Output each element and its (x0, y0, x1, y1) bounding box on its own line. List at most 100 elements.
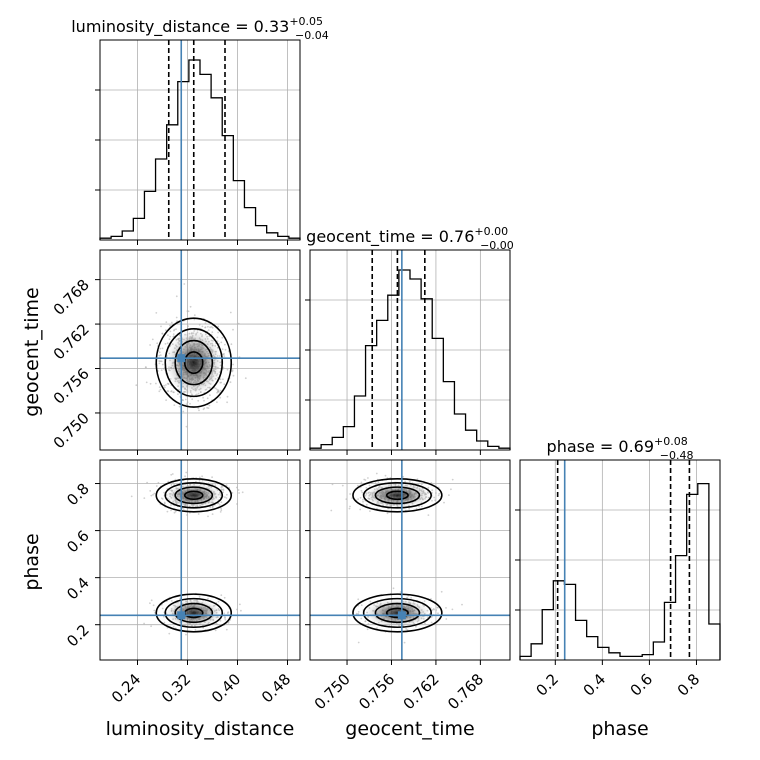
scatter-point (220, 501, 223, 504)
scatter-point (173, 404, 176, 406)
scatter-point (185, 471, 188, 474)
scatter-point (345, 498, 348, 500)
scatter-point (201, 325, 204, 328)
scatter-point (198, 595, 201, 598)
scatter-point (384, 474, 387, 477)
scatter-point (207, 515, 209, 518)
scatter-point (244, 377, 247, 380)
scatter-point (164, 343, 167, 345)
scatter-point (222, 366, 225, 369)
scatter-point (211, 506, 214, 509)
scatter-point (223, 383, 226, 386)
scatter-point (186, 401, 189, 404)
scatter-point (162, 367, 165, 370)
scatter-point (199, 476, 201, 479)
scatter-point (184, 475, 187, 478)
scatter-point (170, 509, 172, 512)
scatter-point (202, 396, 205, 399)
panel-inner-1-2 (310, 460, 510, 660)
scatter-point (365, 487, 368, 489)
scatter-point (220, 486, 223, 489)
scatter-point (216, 388, 219, 391)
scatter-point (161, 498, 164, 500)
scatter-point (209, 394, 211, 397)
scatter-point (158, 362, 161, 365)
scatter-point (355, 612, 358, 615)
scatter-point (207, 325, 209, 328)
scatter-point (362, 500, 364, 503)
scatter-point (423, 600, 426, 602)
scatter-point (187, 325, 190, 328)
scatter-point (402, 475, 405, 478)
scatter-point (219, 619, 222, 622)
scatter-point (240, 609, 242, 612)
scatter-point (160, 325, 162, 328)
contour-0-2-1-0 (155, 593, 233, 633)
scatter-point (135, 384, 138, 387)
scatter-point (145, 381, 148, 384)
scatter-point (451, 608, 454, 611)
scatter-point (357, 598, 360, 601)
scatter-point (203, 399, 205, 402)
scatter-point (218, 504, 221, 506)
scatter-point (360, 483, 362, 485)
scatter-point (226, 493, 228, 496)
scatter-point (185, 425, 188, 428)
scatter-point (231, 369, 234, 371)
scatter-point (207, 407, 210, 409)
scatter-point (237, 322, 240, 325)
scatter-point (216, 623, 219, 626)
scatter-point (161, 347, 164, 350)
scatter-point (227, 611, 230, 614)
scatter-point (197, 513, 200, 515)
contour-0-2-0-1 (164, 481, 224, 509)
scatter-point (153, 492, 156, 495)
scatter-point (434, 499, 436, 502)
scatter-point (375, 472, 378, 475)
contour-0-1-0-3 (183, 351, 204, 375)
contour-0-1-0-0 (155, 317, 233, 408)
hist-panel-phase (515, 459, 721, 661)
truth-marker-1-2 (397, 611, 406, 620)
scatter-point (223, 612, 226, 615)
scatter-point (370, 482, 373, 485)
scatter-point (367, 477, 369, 479)
scatter-point (163, 621, 166, 624)
scatter-point (445, 618, 448, 620)
scatter-point (221, 336, 224, 339)
scatter-point (150, 625, 153, 628)
scatter-point (217, 389, 220, 392)
scatter-point (178, 405, 181, 408)
scatter-point (211, 513, 214, 515)
contour-0-1-0-1 (164, 328, 224, 398)
scatter-point (193, 318, 196, 321)
scatter-point (437, 494, 440, 497)
scatter-point (369, 510, 371, 512)
scatter-point (360, 617, 363, 620)
scatter-point (206, 406, 209, 409)
scatter-point (169, 330, 172, 333)
scatter-point (186, 310, 189, 312)
scatter-point (204, 322, 207, 324)
hist-panel-frame-2 (519, 459, 721, 661)
scatter-point (359, 508, 362, 511)
scatter-point (221, 348, 224, 350)
ylabel-geocent-time: geocent_time (21, 287, 43, 416)
scatter-point (165, 399, 168, 401)
scatter-point (360, 489, 363, 492)
scatter-point (438, 492, 441, 495)
scatter-point (232, 363, 235, 366)
scatter-point (360, 604, 363, 607)
scatter-point (430, 598, 432, 600)
contour-0-2-0-2 (174, 486, 214, 505)
scatter-point (171, 473, 174, 475)
scatter-point (146, 481, 149, 484)
scatter-point (209, 326, 212, 329)
scatter-point (160, 360, 163, 363)
truth-marker-0-1 (177, 354, 186, 363)
scatter-point (197, 399, 200, 402)
contour-1-2-1-1 (362, 597, 432, 629)
scatter-point (235, 486, 238, 489)
scatter-point (368, 484, 371, 487)
scatter-point (166, 342, 169, 345)
